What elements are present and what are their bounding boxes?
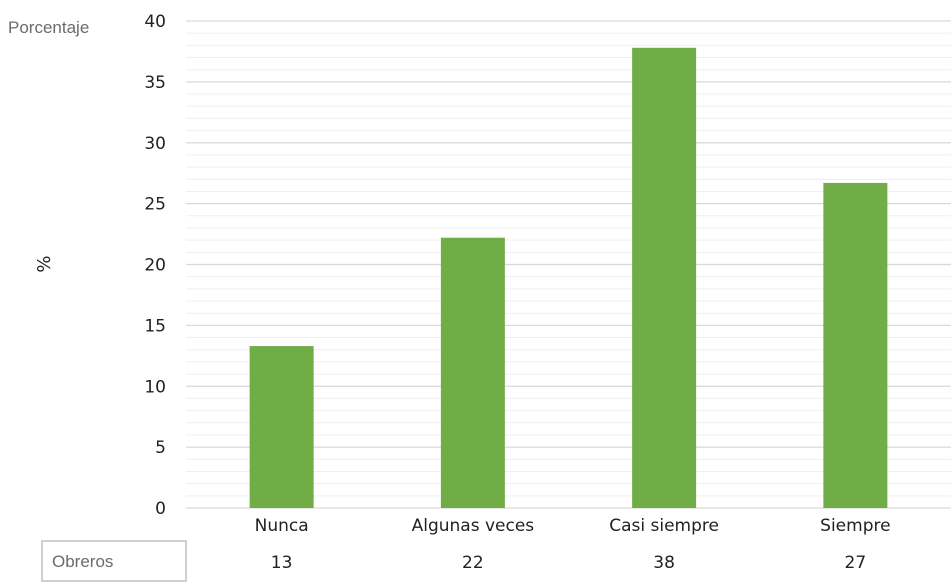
y-tick-label: 40 bbox=[144, 12, 166, 32]
obreros-label-box bbox=[41, 540, 187, 582]
y-axis-tick-labels: 0 5 10 15 20 25 30 35 40 bbox=[144, 12, 166, 519]
y-tick-label: 15 bbox=[144, 316, 166, 336]
x-category-label: Nunca bbox=[255, 516, 309, 536]
y-tick-label: 20 bbox=[144, 256, 166, 276]
bars bbox=[249, 47, 888, 509]
obreros-count: 13 bbox=[271, 553, 293, 573]
x-axis-category-labels: Nunca Algunas veces Casi siempre Siempre bbox=[255, 516, 891, 536]
bar-siempre bbox=[823, 182, 888, 509]
bar-algunas-veces bbox=[440, 237, 505, 508]
y-tick-label: 25 bbox=[144, 195, 166, 215]
y-tick-label: 35 bbox=[144, 73, 166, 93]
x-category-label: Casi siempre bbox=[609, 516, 719, 536]
obreros-count: 22 bbox=[462, 553, 484, 573]
x-category-label: Algunas veces bbox=[412, 516, 535, 536]
y-tick-label: 5 bbox=[155, 438, 166, 458]
x-category-label: Siempre bbox=[820, 516, 890, 536]
y-tick-label: 30 bbox=[144, 134, 166, 154]
porcentaje-label: Porcentaje bbox=[8, 18, 89, 37]
obreros-label: Obreros bbox=[52, 552, 113, 571]
bar-nunca bbox=[249, 346, 314, 508]
obreros-count: 27 bbox=[845, 553, 867, 573]
bar-casi-siempre bbox=[632, 47, 697, 508]
y-axis-label: % bbox=[34, 255, 55, 272]
y-tick-label: 10 bbox=[144, 377, 166, 397]
data-table: Obreros 13 22 38 27 bbox=[41, 540, 867, 582]
obreros-count: 38 bbox=[653, 553, 675, 573]
y-tick-label: 0 bbox=[155, 499, 166, 519]
